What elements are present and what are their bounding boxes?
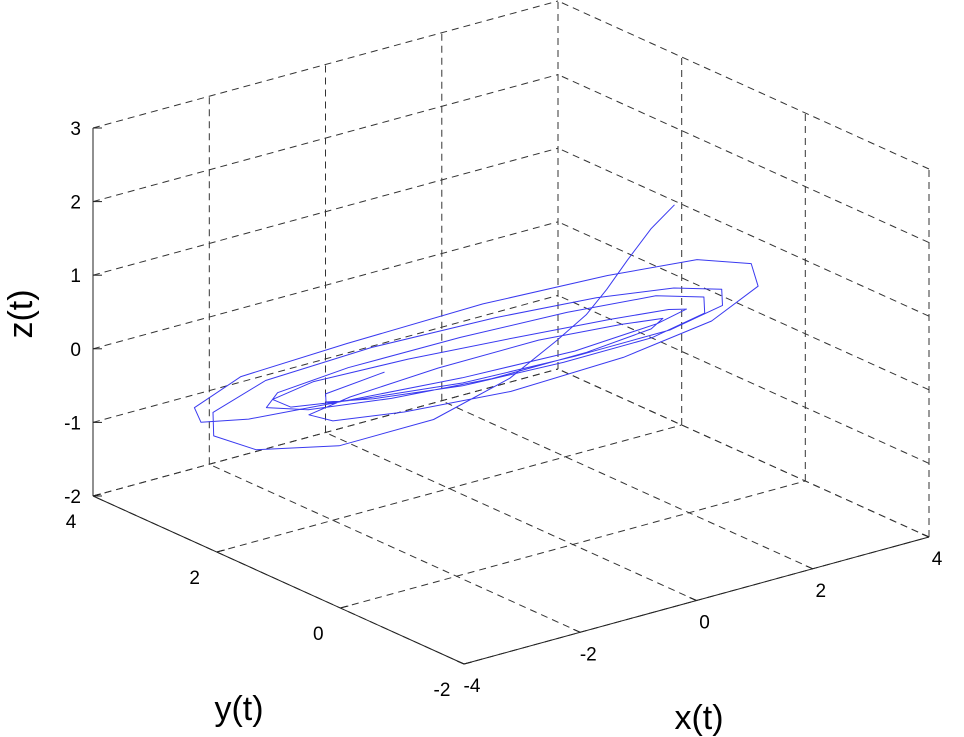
x-tick-label: -4 xyxy=(464,676,481,697)
grid-lines xyxy=(92,0,930,665)
grid-line xyxy=(216,424,682,553)
grid-line xyxy=(557,147,930,317)
grid-line xyxy=(92,147,559,276)
y-tick-label: 0 xyxy=(313,624,324,645)
z-tick-label: 1 xyxy=(70,266,81,287)
z-tick-label: 2 xyxy=(70,193,81,214)
y-tick-mark xyxy=(463,661,473,665)
grid-line xyxy=(92,294,559,423)
grid-line xyxy=(209,463,581,633)
trajectory-line-0 xyxy=(193,204,759,451)
grid-line xyxy=(92,74,559,203)
y-tick-mark xyxy=(340,605,349,609)
grid-line xyxy=(557,368,930,538)
z-tick-label: 0 xyxy=(70,340,81,361)
x-axis-label: x(t) xyxy=(674,699,723,737)
x-tick-mark xyxy=(573,628,581,633)
grid-line xyxy=(557,294,930,464)
grid-line xyxy=(557,74,930,244)
x-tick-mark xyxy=(805,565,813,570)
grid-line xyxy=(557,0,930,170)
y-axis-label: y(t) xyxy=(214,690,263,728)
x-tick-label: 0 xyxy=(699,613,710,634)
axis-lines xyxy=(92,127,930,665)
grid-line xyxy=(441,400,814,570)
z-axis-label: z(t) xyxy=(2,289,40,338)
z-tick-label: 3 xyxy=(70,119,81,140)
grid-line xyxy=(340,480,806,609)
y-tick-mark xyxy=(216,549,225,553)
plot-area xyxy=(193,204,759,451)
x-tick-label: -2 xyxy=(580,644,597,665)
grid-line xyxy=(92,221,559,350)
y-axis-line xyxy=(92,495,465,665)
y-tick-label: -2 xyxy=(434,680,451,701)
z-tick-label: -1 xyxy=(64,413,81,434)
x-tick-mark xyxy=(456,660,465,665)
x-tick-mark xyxy=(689,597,697,601)
tick-labels: -4 -2 0 2 4 -2 0 2 4 -2 -1 0 1 2 3 xyxy=(64,119,943,701)
grid-line xyxy=(557,221,930,391)
grid-line xyxy=(325,432,697,601)
x-tick-label: 4 xyxy=(932,549,943,570)
grid-line xyxy=(92,0,559,129)
z-tick-label: -2 xyxy=(64,487,81,508)
grid-line xyxy=(92,368,559,497)
y-tick-label: 2 xyxy=(189,568,200,589)
x-tick-label: 2 xyxy=(816,581,827,602)
y-tick-label: 4 xyxy=(66,512,77,533)
x-tick-mark xyxy=(921,533,930,538)
